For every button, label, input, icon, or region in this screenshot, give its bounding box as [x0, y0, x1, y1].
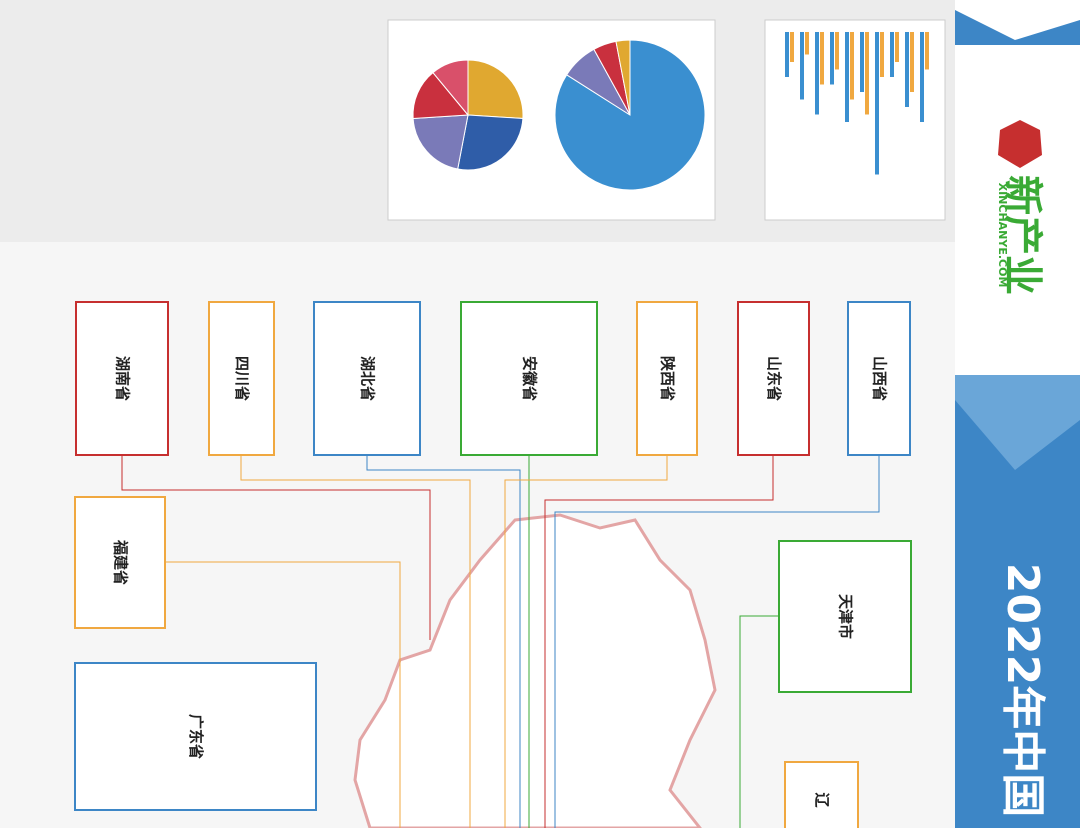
- connector: [544, 455, 774, 828]
- connector: [554, 455, 880, 828]
- connector: [739, 615, 779, 828]
- bar: [820, 32, 824, 85]
- province-box: [208, 301, 275, 456]
- province-box: [74, 662, 317, 811]
- title: 2022年中国: [997, 563, 1048, 817]
- bar: [805, 32, 809, 55]
- logo-url: XINCHANYE.COM: [996, 183, 1009, 288]
- bar: [890, 32, 894, 77]
- province-box: [460, 301, 598, 456]
- band-accent: [955, 375, 1080, 470]
- bar: [790, 32, 794, 62]
- bar: [835, 32, 839, 70]
- bar: [785, 32, 789, 77]
- connector: [366, 455, 521, 828]
- connector: [240, 455, 471, 828]
- province-name: 广东省: [187, 714, 205, 759]
- logo-name: 新产业: [999, 175, 1045, 295]
- pie-slice: [412, 71, 470, 119]
- pie-slice: [432, 59, 469, 117]
- province-name: 四川省: [233, 356, 251, 401]
- bar: [920, 32, 924, 122]
- bar-frame: [764, 19, 946, 221]
- province-box: [636, 301, 698, 456]
- connector: [121, 455, 431, 640]
- province-name: 陕西省: [659, 356, 677, 401]
- bar: [845, 32, 849, 122]
- province-box: [75, 301, 169, 456]
- pie-slice: [457, 114, 524, 171]
- bar: [815, 32, 819, 115]
- bar: [865, 32, 869, 115]
- logo-area: [955, 45, 1080, 375]
- province-name: 安徽省: [521, 356, 539, 401]
- connector-lines: [121, 455, 880, 828]
- band-notch: [955, 0, 1080, 40]
- province-box: [847, 301, 911, 456]
- province-name: 福建省: [112, 539, 130, 585]
- bar: [905, 32, 909, 107]
- map: [353, 513, 717, 830]
- province-box: [737, 301, 810, 456]
- bar: [875, 32, 879, 175]
- province-name: 山西省: [871, 356, 889, 401]
- province-box: [313, 301, 421, 456]
- province-name: 山东省: [765, 356, 783, 401]
- connector: [165, 561, 401, 828]
- province-name: 湖北省: [359, 356, 377, 401]
- bar: [800, 32, 804, 100]
- bar: [880, 32, 884, 77]
- province-box: [784, 761, 859, 832]
- bar: [925, 32, 929, 70]
- pie-slice: [412, 114, 469, 170]
- province-name: 辽: [813, 792, 831, 807]
- province-box: [74, 496, 166, 629]
- pie-slice: [615, 39, 631, 116]
- bar: [850, 32, 854, 100]
- province-name: 天津市: [837, 594, 855, 639]
- province-box: [778, 540, 912, 693]
- pie-slice: [467, 59, 524, 119]
- province-name: 湖南省: [114, 356, 132, 401]
- bar: [860, 32, 864, 92]
- bar: [910, 32, 914, 92]
- bar: [895, 32, 899, 62]
- logo-icon: [998, 120, 1042, 168]
- connector: [504, 455, 668, 828]
- bar: [830, 32, 834, 85]
